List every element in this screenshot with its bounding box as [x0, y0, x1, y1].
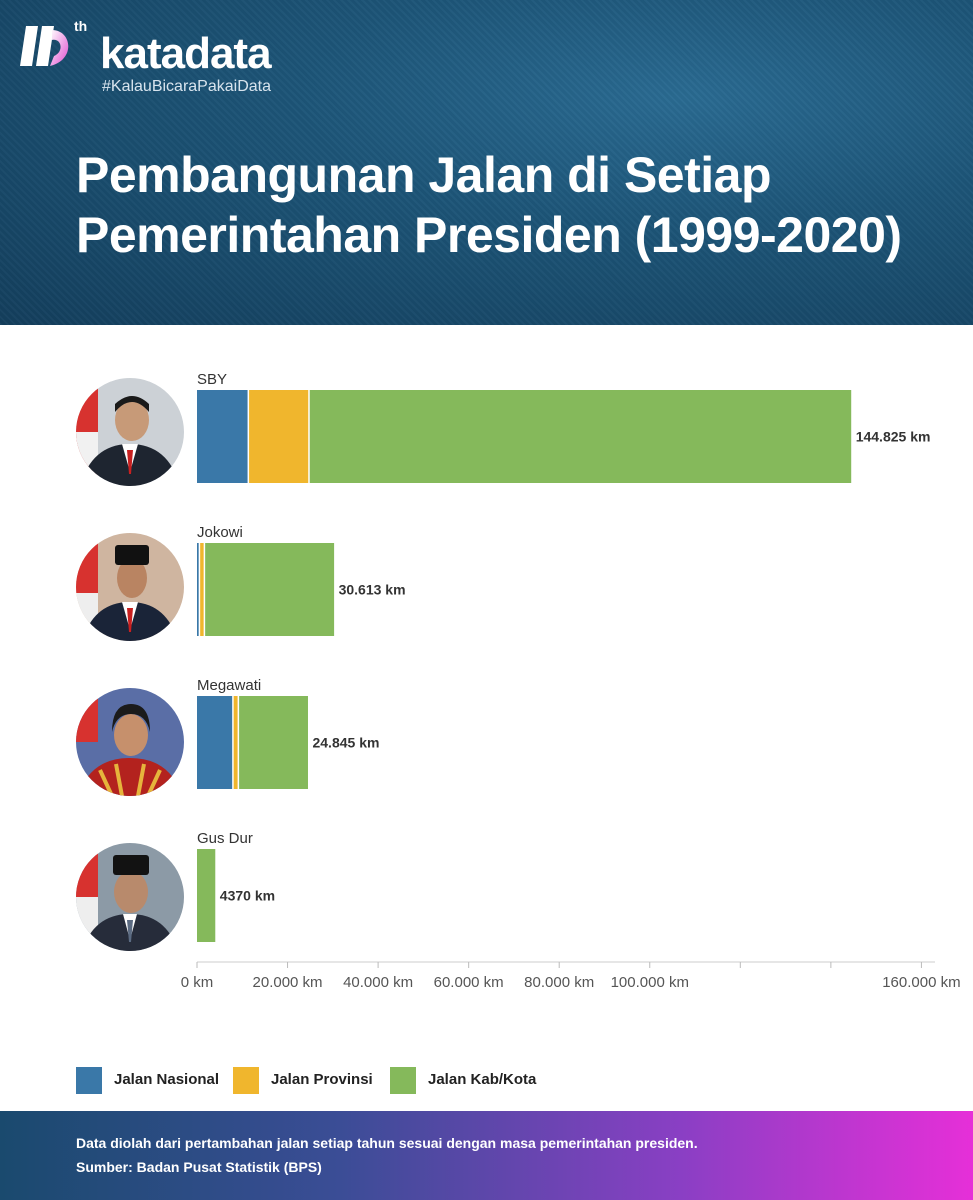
bar-sby-jalan-kab-kota — [309, 390, 852, 483]
category-label-sby: SBY — [197, 371, 227, 388]
portrait-sby — [76, 378, 184, 486]
title-line-2: Pemerintahan Presiden (1999-2020) — [76, 207, 902, 263]
x-tick-label-8: 160.000 km — [882, 974, 960, 991]
x-tick-label-0: 0 km — [181, 974, 214, 991]
category-label-jokowi: Jokowi — [197, 524, 243, 541]
x-tick-label-1: 20.000 km — [253, 974, 323, 991]
bar-megawati-jalan-kab-kota — [239, 696, 308, 789]
portrait-jokowi — [76, 533, 184, 641]
bar-jokowi-jalan-provinsi — [200, 543, 204, 636]
bar-sby-jalan-provinsi — [249, 390, 309, 483]
page-title: Pembangunan Jalan di Setiap Pemerintahan… — [76, 145, 936, 265]
total-label-jokowi: 30.613 km — [339, 582, 406, 598]
category-label-gus-dur: Gus Dur — [197, 830, 253, 847]
legend-label-provinsi: Jalan Provinsi — [271, 1071, 373, 1088]
logo-superscript: th — [74, 18, 88, 34]
bar-sby-jalan-nasional — [197, 390, 248, 483]
total-label-megawati: 24.845 km — [312, 735, 379, 751]
legend-label-nasional: Jalan Nasional — [114, 1071, 220, 1088]
bar-gus-dur-jalan-kab-kota — [197, 849, 216, 942]
header-banner: th katadata #KalauBicaraPakaiData Pemban… — [0, 0, 973, 325]
header-texture — [0, 0, 973, 325]
x-tick-label-3: 60.000 km — [434, 974, 504, 991]
logo-tagline: #KalauBicaraPakaiData — [102, 78, 271, 95]
legend-swatch-provinsi — [233, 1067, 259, 1094]
road-construction-chart: SBY 144.825 km Jokowi 30.613 km Megawati 24.8… — [76, 371, 961, 991]
katadata-logo: th katadata #KalauBicaraPakaiData — [20, 18, 320, 95]
portrait-megawati — [76, 688, 184, 796]
x-tick-label-4: 80.000 km — [524, 974, 594, 991]
bar-megawati-jalan-nasional — [197, 696, 233, 789]
bar-jokowi-jalan-nasional — [197, 543, 199, 636]
category-label-megawati: Megawati — [197, 677, 261, 694]
footer-note: Data diolah dari pertambahan jalan setia… — [76, 1135, 698, 1151]
katadata-11th-logo-icon — [20, 26, 69, 66]
legend-swatch-nasional — [76, 1067, 102, 1094]
portrait-gus-dur — [76, 843, 184, 951]
logo-wordmark: katadata — [100, 29, 272, 78]
bar-jokowi-jalan-kab-kota — [205, 543, 335, 636]
legend-label-kabkota: Jalan Kab/Kota — [428, 1071, 537, 1088]
total-label-sby: 144.825 km — [856, 429, 931, 445]
x-tick-label-2: 40.000 km — [343, 974, 413, 991]
legend-swatch-kabkota — [390, 1067, 416, 1094]
footer-source: Sumber: Badan Pusat Statistik (BPS) — [76, 1159, 322, 1175]
x-tick-label-5: 100.000 km — [611, 974, 689, 991]
bar-megawati-jalan-provinsi — [233, 696, 238, 789]
footer-banner: Data diolah dari pertambahan jalan setia… — [0, 1111, 973, 1200]
total-label-gus-dur: 4370 km — [220, 888, 275, 904]
title-line-1: Pembangunan Jalan di Setiap — [76, 147, 772, 203]
